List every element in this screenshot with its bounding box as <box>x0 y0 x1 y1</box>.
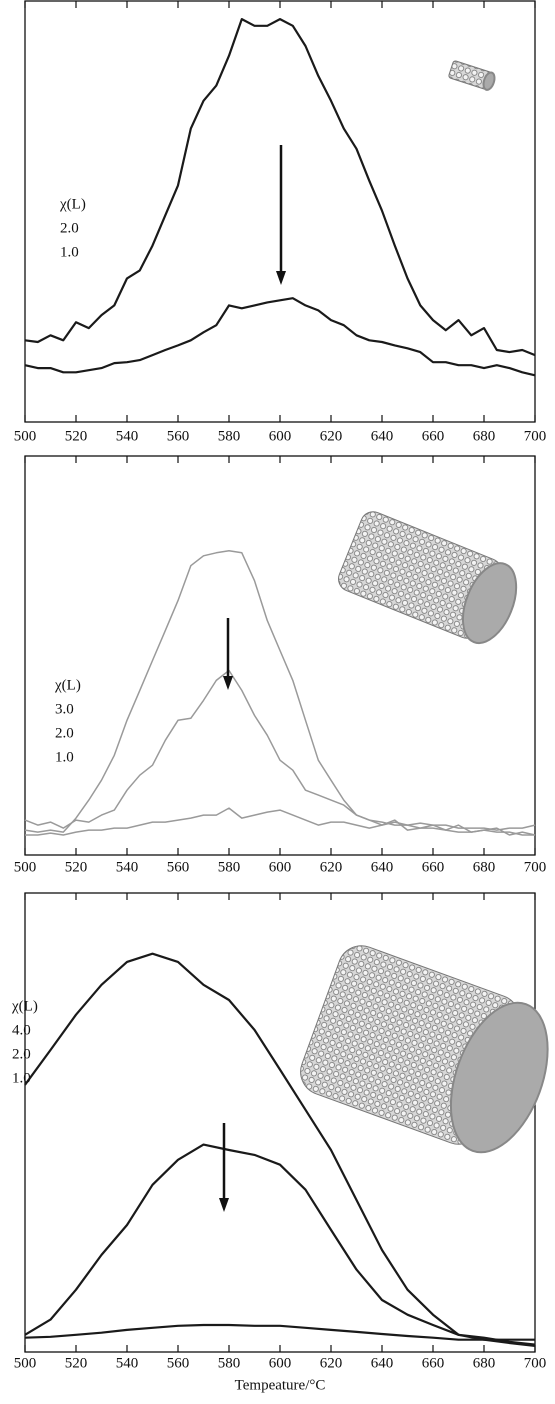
series-line <box>24 550 536 833</box>
x-tick-label: 500 <box>14 1355 37 1371</box>
x-tick-label: 600 <box>269 859 292 875</box>
legend-entry: 2.0 <box>60 220 79 236</box>
nanotube-illustration <box>338 511 518 644</box>
series-line <box>25 807 535 836</box>
x-tick-label: 600 <box>269 428 292 444</box>
x-tick-label: 640 <box>371 428 394 444</box>
x-tick-label: 580 <box>218 428 241 444</box>
legend-entry: 1.0 <box>12 1070 31 1086</box>
legend-entry: 3.0 <box>55 701 74 717</box>
arrow-head <box>223 676 233 690</box>
x-tick-label: 680 <box>473 428 496 444</box>
x-tick-label: 680 <box>473 1355 496 1371</box>
legend-entry: 2.0 <box>55 725 74 741</box>
x-tick-label: 520 <box>65 428 88 444</box>
x-tick-label: 660 <box>422 859 445 875</box>
x-tick-label: 620 <box>320 859 343 875</box>
x-tick-label: 580 <box>218 859 241 875</box>
x-tick-label: 540 <box>116 1355 139 1371</box>
x-tick-label: 620 <box>320 1355 343 1371</box>
arrow-head <box>276 271 286 285</box>
arrow-head <box>219 1198 229 1212</box>
x-tick-label: 500 <box>14 859 37 875</box>
series-line <box>24 1323 535 1341</box>
x-tick-label: 660 <box>422 428 445 444</box>
x-tick-label: 540 <box>116 859 139 875</box>
x-tick-label: 540 <box>116 428 139 444</box>
nanotube-end <box>449 1001 549 1154</box>
nanotube-end <box>482 71 496 91</box>
x-tick-label: 660 <box>422 1355 445 1371</box>
series-line <box>24 952 536 1346</box>
x-tick-label: 520 <box>65 859 88 875</box>
nanotube-end <box>461 562 518 644</box>
plot-frame <box>24 455 536 856</box>
x-tick-label: 500 <box>14 428 37 444</box>
x-tick-label: 520 <box>65 1355 88 1371</box>
legend-entry: 4.0 <box>12 1022 31 1038</box>
x-tick-label: 560 <box>167 859 190 875</box>
x-tick-label: 600 <box>269 1355 292 1371</box>
series-line <box>24 18 536 357</box>
x-tick-label: 700 <box>524 1355 547 1371</box>
x-tick-label: 560 <box>167 428 190 444</box>
x-tick-label: 620 <box>320 428 343 444</box>
nanotube-illustration <box>448 60 496 91</box>
series-line <box>24 669 536 836</box>
x-tick-label: 680 <box>473 859 496 875</box>
x-tick-label: 700 <box>524 859 547 875</box>
x-axis-label: Tempeature/°C <box>235 1377 326 1393</box>
legend-title: χ(L) <box>54 677 81 693</box>
x-tick-label: 580 <box>218 1355 241 1371</box>
legend-title: χ(L) <box>59 196 86 212</box>
series-line <box>24 1143 536 1347</box>
legend-entry: 1.0 <box>55 749 74 765</box>
x-tick-label: 640 <box>371 1355 394 1371</box>
legend-title: χ(L) <box>11 998 38 1014</box>
legend-entry: 2.0 <box>12 1046 31 1062</box>
x-tick-label: 640 <box>371 859 394 875</box>
legend-entry: 1.0 <box>60 244 79 260</box>
nanotube-illustration <box>300 945 549 1154</box>
series-line <box>24 297 536 377</box>
x-tick-label: 700 <box>524 428 547 444</box>
x-tick-label: 560 <box>167 1355 190 1371</box>
